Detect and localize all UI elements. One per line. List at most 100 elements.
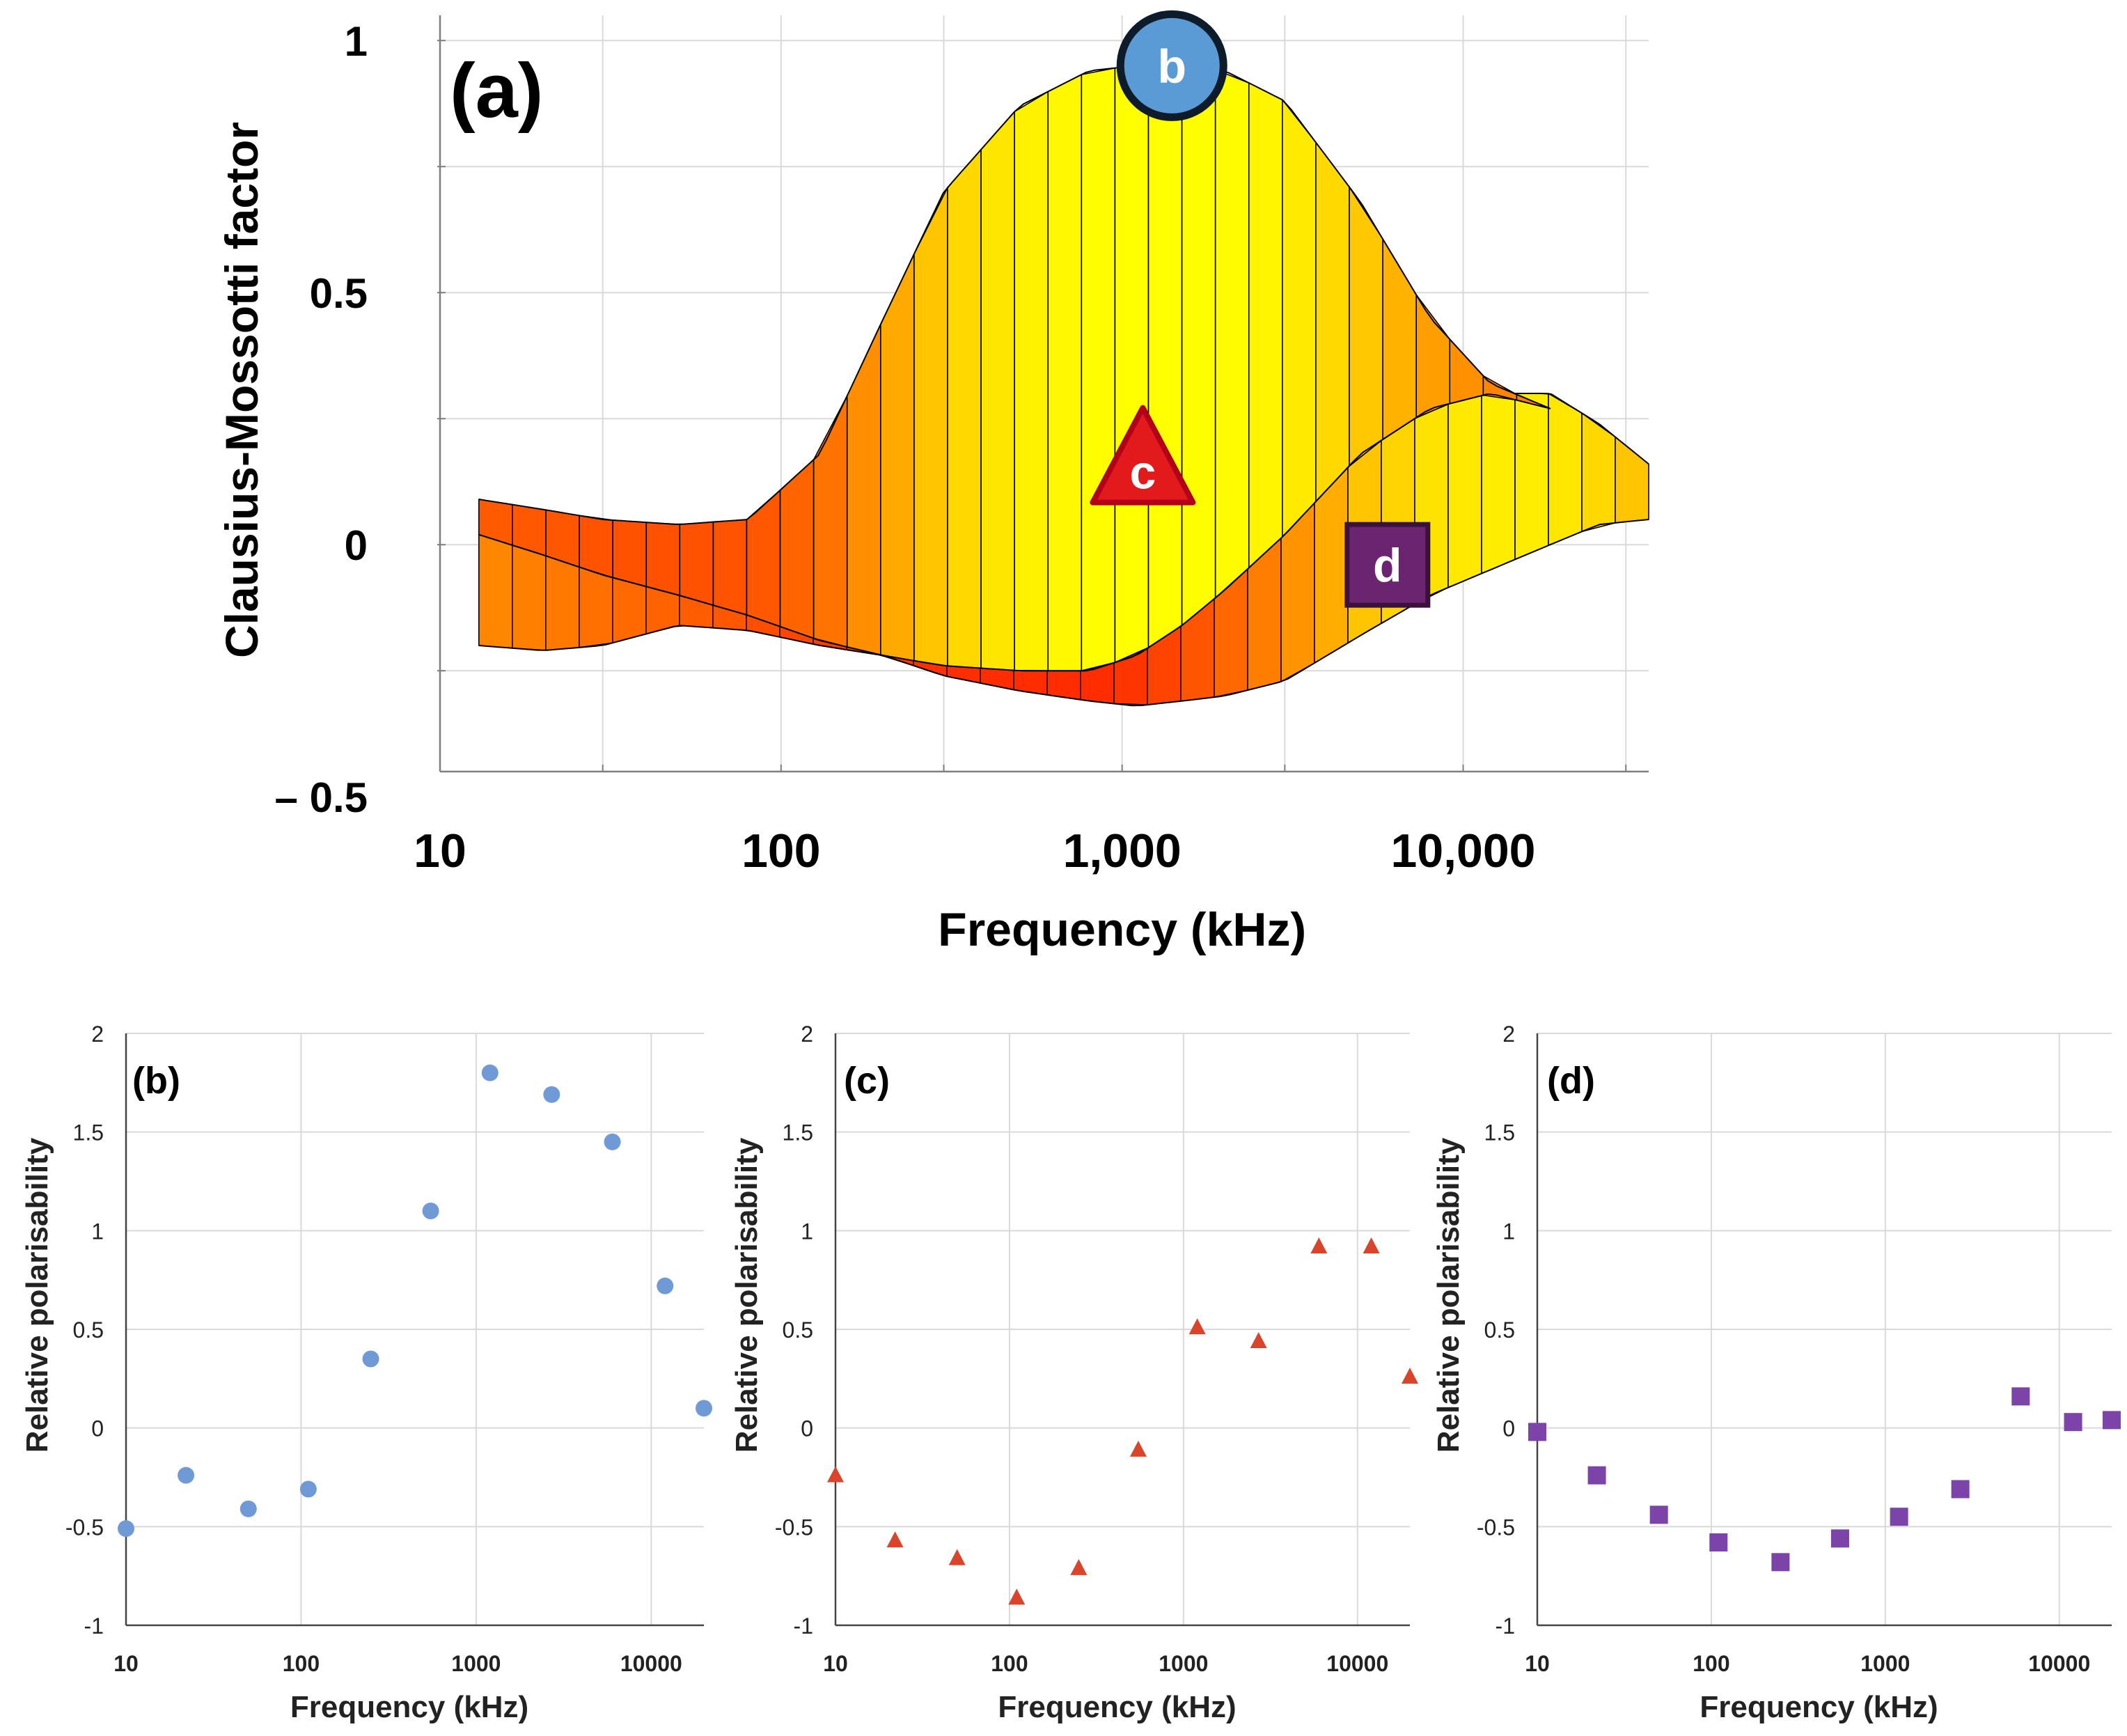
- scatter-point: [1528, 1423, 1546, 1441]
- x-tick-label: 1000: [451, 1651, 501, 1676]
- band-segment: [1282, 99, 1317, 538]
- scatter-point: [543, 1086, 560, 1103]
- band-segment: [746, 490, 781, 627]
- y-tick-label: 1: [91, 1219, 104, 1244]
- scatter-point: [657, 1277, 674, 1295]
- y-axis-title: Relative polarisability: [20, 1137, 54, 1453]
- scatter-point: [1830, 1529, 1849, 1548]
- y-tick-label: 0: [345, 522, 368, 569]
- scatter-point: [1363, 1237, 1380, 1253]
- y-tick-label: 1.5: [1484, 1120, 1515, 1145]
- scatter-point: [118, 1520, 134, 1538]
- band-segment: [1514, 393, 1549, 561]
- y-tick-label: 1: [1502, 1219, 1515, 1244]
- y-tick-label: -1: [1496, 1613, 1515, 1639]
- band-segment: [1481, 393, 1516, 574]
- band-upper-edge: [478, 65, 1551, 525]
- scatter-point: [948, 1549, 966, 1565]
- scatter-point: [1129, 1440, 1147, 1457]
- band-segment: [1081, 67, 1116, 672]
- band-segment: [545, 555, 580, 651]
- scatter-point: [178, 1467, 195, 1484]
- band-segment: [913, 187, 948, 667]
- scatter-point: [1008, 1588, 1026, 1605]
- marker-d-label: d: [1373, 539, 1402, 592]
- band-segment: [1415, 294, 1451, 419]
- y-tick-label: -0.5: [65, 1515, 104, 1540]
- scatter-point: [1310, 1237, 1328, 1253]
- band-segment: [478, 533, 513, 649]
- band-segment: [1147, 65, 1183, 648]
- x-tick-label: 100: [1693, 1651, 1729, 1676]
- scatter-point: [827, 1466, 844, 1483]
- x-axis-title: Frequency (kHz): [290, 1690, 528, 1724]
- y-tick-label: 0: [1502, 1416, 1515, 1441]
- scatter-point: [481, 1064, 499, 1081]
- x-axis-title: Frequency (kHz): [998, 1690, 1236, 1724]
- x-tick-label: 10000: [1326, 1651, 1388, 1676]
- band-segment: [1349, 186, 1383, 467]
- band-segment: [1449, 338, 1484, 405]
- band-segment: [947, 148, 982, 669]
- panel-b-chart: 2 1.5 1 0.5 0 -0.5 -1 10 100 1000 10000 Frequency (…: [20, 1022, 712, 1724]
- y-tick-label: 1: [801, 1219, 813, 1244]
- x-tick-label: 10: [823, 1651, 848, 1676]
- band-segment: [579, 566, 613, 648]
- x-tick-label: 10: [113, 1651, 139, 1676]
- scatter-point: [422, 1203, 439, 1219]
- x-tick-label: 10,000: [1391, 824, 1536, 877]
- scatter-point: [240, 1500, 257, 1517]
- y-tick-label: 0: [801, 1416, 813, 1441]
- band-segment: [1214, 69, 1250, 599]
- marker-c-label: c: [1129, 446, 1156, 499]
- panel-label-c: (c): [844, 1060, 890, 1102]
- band-segment: [1248, 82, 1283, 569]
- x-tick-label: 10000: [2028, 1651, 2090, 1676]
- scatter-point: [1951, 1480, 1970, 1499]
- band-lower-edge: [478, 519, 1649, 707]
- y-tick-label: 1.5: [73, 1120, 104, 1145]
- band-segment: [679, 521, 714, 606]
- scatter-point: [1890, 1508, 1908, 1526]
- x-tick-label: 10000: [620, 1651, 682, 1676]
- scatter-point: [1188, 1318, 1206, 1335]
- y-tick-label: 0.5: [783, 1317, 813, 1343]
- scatter-point: [696, 1400, 712, 1417]
- panel-a-chart: 1 0.5 0 – 0.5 10 100 1,000 10,000 Frequency (kHz…: [216, 10, 1649, 956]
- marker-d-square: [1344, 522, 1431, 608]
- y-tick-label: 1: [345, 18, 368, 65]
- scatter-point: [1250, 1332, 1267, 1348]
- band-segment: [813, 395, 848, 648]
- x-axis-title: Frequency (kHz): [1700, 1690, 1938, 1724]
- scatter-point: [362, 1350, 379, 1368]
- band-segment: [980, 111, 1015, 671]
- y-tick-label: -0.5: [775, 1515, 813, 1540]
- y-tick-label: 2: [1502, 1022, 1515, 1047]
- y-tick-label: -0.5: [1477, 1515, 1515, 1540]
- y-axis-title: Relative polarisability: [1431, 1137, 1466, 1453]
- band-segment: [1114, 65, 1149, 664]
- scatter-point: [886, 1531, 904, 1548]
- band-segment: [1014, 91, 1049, 672]
- scatter-point: [1771, 1553, 1790, 1572]
- scatter-point: [1402, 1368, 1418, 1384]
- y-tick-label: 0.5: [1484, 1317, 1515, 1343]
- x-tick-label: 1,000: [1063, 824, 1182, 877]
- y-tick-label: – 0.5: [275, 774, 368, 821]
- x-tick-label: 10: [414, 824, 466, 877]
- y-tick-label: 1.5: [783, 1120, 813, 1145]
- scatter-point: [2103, 1411, 2121, 1430]
- scatter-point: [1587, 1466, 1606, 1485]
- panel-label-d: (d): [1547, 1060, 1595, 1102]
- y-tick-label: 2: [91, 1022, 104, 1047]
- band-segment: [712, 519, 748, 616]
- scatter-point: [604, 1133, 621, 1150]
- band-segment: [1181, 65, 1216, 627]
- panel-label-a: (a): [450, 48, 543, 134]
- y-axis-title: Clausius-Mossotti factor: [216, 122, 267, 658]
- y-tick-label: -1: [794, 1613, 813, 1639]
- y-tick-label: 0.5: [310, 270, 368, 317]
- panel-d-chart: 2 1.5 1 0.5 0 -0.5 -1 10 100 1000 10000 Frequency (…: [1431, 1022, 2121, 1724]
- scatter-point: [1070, 1558, 1088, 1575]
